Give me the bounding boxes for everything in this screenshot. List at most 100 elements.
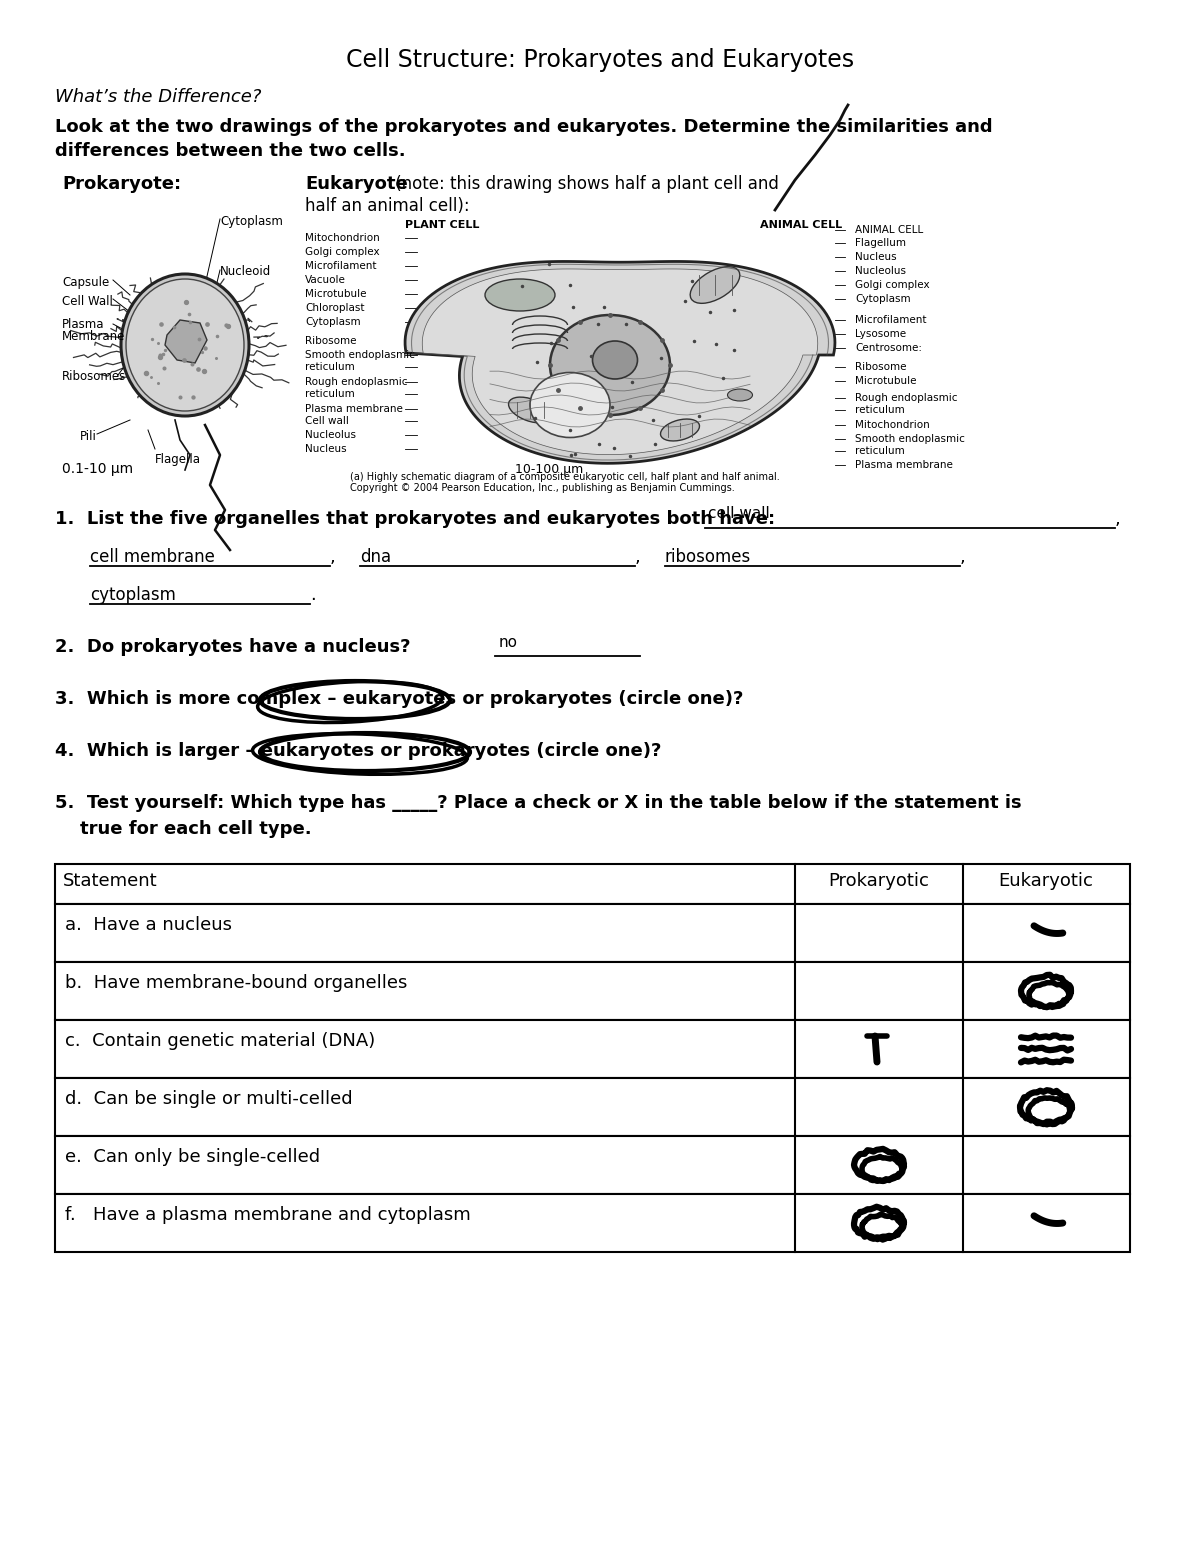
Text: 4.  Which is larger – eukaryotes or prokaryotes (circle one)?: 4. Which is larger – eukaryotes or proka… — [55, 742, 661, 759]
Bar — [55, 1078, 1130, 1135]
Text: (note: this drawing shows half a plant cell and: (note: this drawing shows half a plant c… — [390, 175, 779, 193]
Text: cell membrane: cell membrane — [90, 548, 215, 565]
Text: Smooth endoplasmic: Smooth endoplasmic — [305, 349, 415, 360]
Bar — [55, 904, 1130, 961]
Text: Cell Structure: Prokaryotes and Eukaryotes: Cell Structure: Prokaryotes and Eukaryot… — [346, 48, 854, 71]
Bar — [55, 961, 1130, 1020]
Text: 1.  List the five organelles that prokaryotes and eukaryotes both have:: 1. List the five organelles that prokary… — [55, 509, 775, 528]
Ellipse shape — [660, 419, 700, 441]
Text: ,: , — [330, 548, 336, 565]
Text: Cell wall: Cell wall — [305, 416, 349, 426]
Bar — [55, 1020, 1130, 1078]
Text: Centrosome:: Centrosome: — [854, 343, 922, 353]
Text: a.  Have a nucleus: a. Have a nucleus — [65, 916, 232, 933]
Text: Golgi complex: Golgi complex — [854, 280, 930, 290]
Text: Nucleolus: Nucleolus — [854, 266, 906, 276]
Text: e.  Can only be single-celled: e. Can only be single-celled — [65, 1148, 320, 1166]
Text: 0.1-10 μm: 0.1-10 μm — [62, 461, 133, 477]
Text: d.  Can be single or multi-celled: d. Can be single or multi-celled — [65, 1090, 353, 1107]
Text: Flagella: Flagella — [155, 453, 202, 466]
Text: Chloroplast: Chloroplast — [305, 303, 365, 314]
Text: Ribosome: Ribosome — [305, 335, 356, 346]
Text: Eukaryotic: Eukaryotic — [998, 871, 1093, 890]
Text: f.   Have a plasma membrane and cytoplasm: f. Have a plasma membrane and cytoplasm — [65, 1207, 470, 1224]
Text: Cytoplasm: Cytoplasm — [220, 214, 283, 228]
Text: Microtubule: Microtubule — [854, 376, 917, 387]
Ellipse shape — [690, 267, 740, 303]
Text: Eukaryote: Eukaryote — [305, 175, 408, 193]
Text: 2.  Do prokaryotes have a nucleus?: 2. Do prokaryotes have a nucleus? — [55, 638, 410, 655]
Text: reticulum: reticulum — [305, 362, 355, 373]
Text: 3.  Which is more complex – eukaryotes or prokaryotes (circle one)?: 3. Which is more complex – eukaryotes or… — [55, 690, 743, 708]
Text: Capsule: Capsule — [62, 276, 109, 289]
Ellipse shape — [509, 398, 552, 422]
Ellipse shape — [593, 342, 637, 379]
Ellipse shape — [126, 280, 244, 412]
Text: Rough endoplasmic: Rough endoplasmic — [854, 393, 958, 402]
Text: Cytoplasm: Cytoplasm — [854, 294, 911, 304]
Text: differences between the two cells.: differences between the two cells. — [55, 141, 406, 160]
Text: Cell Wall: Cell Wall — [62, 295, 113, 307]
Text: Microfilament: Microfilament — [854, 315, 926, 325]
Text: Flagellum: Flagellum — [854, 238, 906, 248]
Text: Microtubule: Microtubule — [305, 289, 366, 300]
PathPatch shape — [406, 261, 835, 463]
Text: Ribosome: Ribosome — [854, 362, 906, 373]
Ellipse shape — [530, 373, 610, 438]
Bar — [55, 1135, 1130, 1194]
Text: dna: dna — [360, 548, 391, 565]
Text: cell wall: cell wall — [708, 506, 769, 520]
Text: no: no — [499, 635, 518, 651]
Text: Lysosome: Lysosome — [854, 329, 906, 339]
Text: ANIMAL CELL: ANIMAL CELL — [854, 225, 923, 235]
Text: Statement: Statement — [64, 871, 157, 890]
Text: ,: , — [960, 548, 966, 565]
Text: Nucleoid: Nucleoid — [220, 266, 271, 278]
Text: Plasma: Plasma — [62, 318, 104, 331]
Ellipse shape — [485, 280, 554, 311]
Text: Plasma membrane: Plasma membrane — [305, 404, 403, 415]
Text: Nucleus: Nucleus — [305, 444, 347, 453]
Text: b.  Have membrane-bound organelles: b. Have membrane-bound organelles — [65, 974, 407, 992]
Text: 10-100 μm: 10-100 μm — [515, 463, 583, 477]
Text: Prokaryotic: Prokaryotic — [828, 871, 930, 890]
Text: reticulum: reticulum — [854, 446, 905, 457]
Ellipse shape — [121, 273, 250, 416]
Text: Nucleolus: Nucleolus — [305, 430, 356, 439]
Bar — [55, 863, 1130, 904]
Text: Look at the two drawings of the prokaryotes and eukaryotes. Determine the simila: Look at the two drawings of the prokaryo… — [55, 118, 992, 137]
Text: true for each cell type.: true for each cell type. — [55, 820, 312, 839]
Ellipse shape — [727, 388, 752, 401]
Text: ribosomes: ribosomes — [665, 548, 751, 565]
Text: Nucleus: Nucleus — [854, 252, 896, 262]
Text: Vacuole: Vacuole — [305, 275, 346, 286]
Text: .: . — [310, 585, 316, 604]
Text: Membrane: Membrane — [62, 329, 125, 343]
Text: Rough endoplasmic: Rough endoplasmic — [305, 377, 408, 387]
Text: half an animal cell):: half an animal cell): — [305, 197, 469, 214]
Text: c.  Contain genetic material (DNA): c. Contain genetic material (DNA) — [65, 1033, 376, 1050]
Text: 5.  Test yourself: Which type has _____? Place a check or X in the table below i: 5. Test yourself: Which type has _____? … — [55, 794, 1021, 812]
Text: cytoplasm: cytoplasm — [90, 585, 176, 604]
Text: reticulum: reticulum — [854, 405, 905, 415]
Bar — [55, 1194, 1130, 1252]
Text: (a) Highly schematic diagram of a composite eukaryotic cell, half plant and half: (a) Highly schematic diagram of a compos… — [350, 472, 780, 481]
Text: What’s the Difference?: What’s the Difference? — [55, 89, 262, 106]
Text: Plasma membrane: Plasma membrane — [854, 460, 953, 471]
Text: Mitochondrion: Mitochondrion — [854, 419, 930, 430]
Text: Golgi complex: Golgi complex — [305, 247, 379, 256]
Text: Copyright © 2004 Pearson Education, Inc., publishing as Benjamin Cummings.: Copyright © 2004 Pearson Education, Inc.… — [350, 483, 734, 492]
Text: Prokaryote:: Prokaryote: — [62, 175, 181, 193]
Text: ANIMAL CELL: ANIMAL CELL — [760, 221, 842, 230]
Text: PLANT CELL: PLANT CELL — [406, 221, 479, 230]
Text: Mitochondrion: Mitochondrion — [305, 233, 379, 242]
Text: reticulum: reticulum — [305, 388, 355, 399]
Text: Microfilament: Microfilament — [305, 261, 377, 272]
Text: Cytoplasm: Cytoplasm — [305, 317, 361, 328]
Ellipse shape — [550, 315, 670, 415]
PathPatch shape — [422, 269, 817, 455]
Text: Smooth endoplasmic: Smooth endoplasmic — [854, 433, 965, 444]
Text: Ribosomes: Ribosomes — [62, 370, 126, 384]
Polygon shape — [166, 320, 208, 363]
Text: ,: , — [1115, 509, 1121, 528]
